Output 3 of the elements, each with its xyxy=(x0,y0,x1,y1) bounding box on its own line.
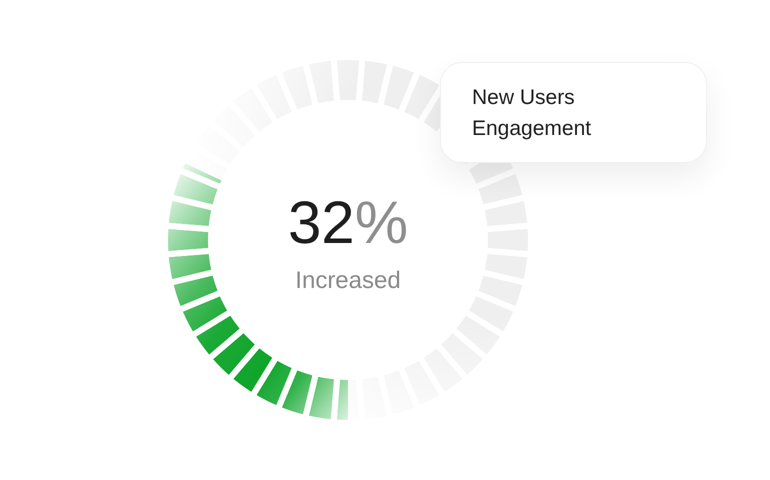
slice-label: Increased xyxy=(295,267,401,294)
card: New Users Engagement xyxy=(440,62,707,163)
data-label: 32% xyxy=(288,189,408,256)
